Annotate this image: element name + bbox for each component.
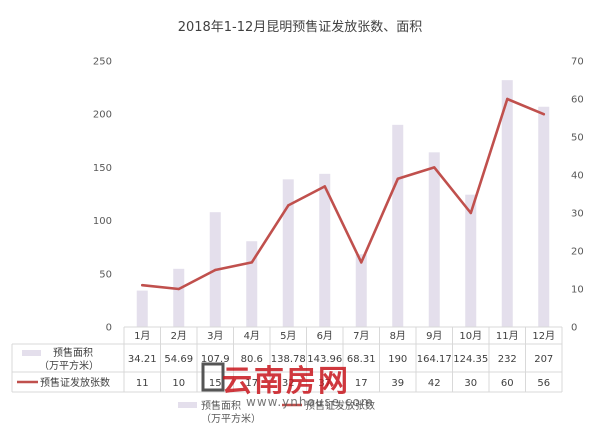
- category-label: 8月: [390, 330, 406, 342]
- left-axis-tick: 100: [93, 216, 112, 227]
- bar: [465, 194, 477, 327]
- line-row-label: 预售证发放张数: [40, 376, 110, 389]
- bar: [282, 179, 294, 327]
- bar: [319, 173, 331, 327]
- legend-line-label: 预售证发放张数: [305, 399, 375, 412]
- bar-value-label: 232: [498, 354, 517, 365]
- category-label: 3月: [207, 330, 223, 342]
- bar-value-label: 124.35: [453, 354, 488, 365]
- bar-value-label: 207: [534, 354, 553, 365]
- category-label: 9月: [426, 330, 442, 342]
- line-point: [360, 261, 363, 264]
- line-point: [323, 185, 326, 188]
- line-value-label: 17: [245, 378, 258, 389]
- category-label: 1月: [134, 330, 150, 342]
- right-axis-tick: 10: [571, 285, 584, 296]
- bar-row-label: 预售面积: [53, 346, 93, 359]
- bar-value-label: 138.78: [271, 354, 306, 365]
- legend-bar-label: （万平方米）: [201, 412, 261, 425]
- bar-value-label: 68.31: [347, 354, 376, 365]
- line-value-label: 10: [172, 378, 185, 389]
- category-label: 10月: [459, 330, 482, 342]
- category-label: 5月: [280, 330, 296, 342]
- line-value-label: 17: [355, 378, 368, 389]
- bar-row-label: （万平方米）: [39, 359, 99, 372]
- line-point: [542, 113, 545, 116]
- category-label: 12月: [532, 330, 555, 342]
- watermark-main-text: 云南房网: [222, 364, 350, 399]
- series-line: [141, 97, 546, 291]
- line-value-label: 37: [318, 378, 331, 389]
- right-axis-ticks: 0 10 20 30 40 50 60 70: [571, 57, 584, 334]
- bar: [392, 124, 404, 327]
- watermark-url-text: www.ynhouse.com: [246, 395, 374, 409]
- category-label: 2月: [171, 330, 187, 342]
- left-axis-tick: 250: [93, 57, 112, 68]
- line-value-label: 39: [391, 378, 404, 389]
- bar-value-label: 80.6: [241, 354, 263, 365]
- bar-value-label: 190: [388, 354, 407, 365]
- line-point: [177, 287, 180, 291]
- line-point: [214, 268, 217, 272]
- bar-value-label: 34.21: [128, 354, 157, 365]
- legend: 预售面积（万平方米） 预售证发放张数: [178, 399, 375, 425]
- bar-value-label: 143.96: [307, 354, 342, 365]
- bar: [246, 241, 258, 327]
- line-value-label: 60: [501, 378, 514, 389]
- line-point: [396, 177, 399, 180]
- category-label: 7月: [353, 330, 369, 342]
- line-point: [506, 97, 509, 101]
- line-value-label: 11: [136, 378, 149, 389]
- watermark-logo-mark: [201, 362, 225, 392]
- bar: [428, 152, 440, 327]
- left-axis-ticks: 0 50 100 150 200 250: [93, 57, 112, 334]
- line-value-label: 15: [209, 378, 222, 389]
- bar-value-label: 54.69: [164, 354, 193, 365]
- left-axis-tick: 200: [93, 110, 112, 121]
- right-axis-tick: 60: [571, 95, 584, 106]
- right-axis-tick: 30: [571, 209, 584, 220]
- right-axis-tick: 40: [571, 171, 584, 182]
- category-label: 11月: [496, 330, 519, 342]
- bar-value-label: 107.9: [201, 354, 230, 365]
- right-axis-tick: 20: [571, 247, 584, 258]
- line-value-label: 30: [464, 378, 477, 389]
- right-axis-tick: 70: [571, 57, 584, 68]
- bar: [173, 268, 185, 327]
- bar: [538, 106, 550, 327]
- legend-bar-label: 预售面积: [201, 399, 241, 412]
- line-point: [287, 204, 290, 207]
- bar-series: [136, 80, 550, 327]
- left-axis-tick: 0: [106, 323, 112, 334]
- legend-bar-swatch: [178, 402, 197, 408]
- left-axis-tick: 50: [99, 269, 112, 280]
- right-axis-tick: 50: [571, 133, 584, 144]
- line-series: [141, 97, 546, 291]
- line-point: [250, 261, 253, 264]
- line-value-label: 32: [282, 378, 295, 389]
- line-point: [469, 211, 472, 215]
- line-point: [141, 284, 144, 287]
- right-axis-tick: 0: [571, 323, 577, 334]
- bar-row-swatch: [22, 350, 41, 356]
- bar: [501, 80, 513, 327]
- bar: [136, 290, 148, 327]
- bar: [355, 254, 367, 327]
- category-label: 6月: [317, 330, 333, 342]
- line-value-label: 56: [537, 378, 550, 389]
- category-label: 4月: [244, 330, 260, 342]
- bar-value-label: 164.17: [417, 354, 452, 365]
- line-point: [433, 166, 436, 169]
- chart-title: 2018年1-12月昆明预售证发放张数、面积: [178, 19, 423, 35]
- line-value-label: 42: [428, 378, 441, 389]
- left-axis-tick: 150: [93, 163, 112, 174]
